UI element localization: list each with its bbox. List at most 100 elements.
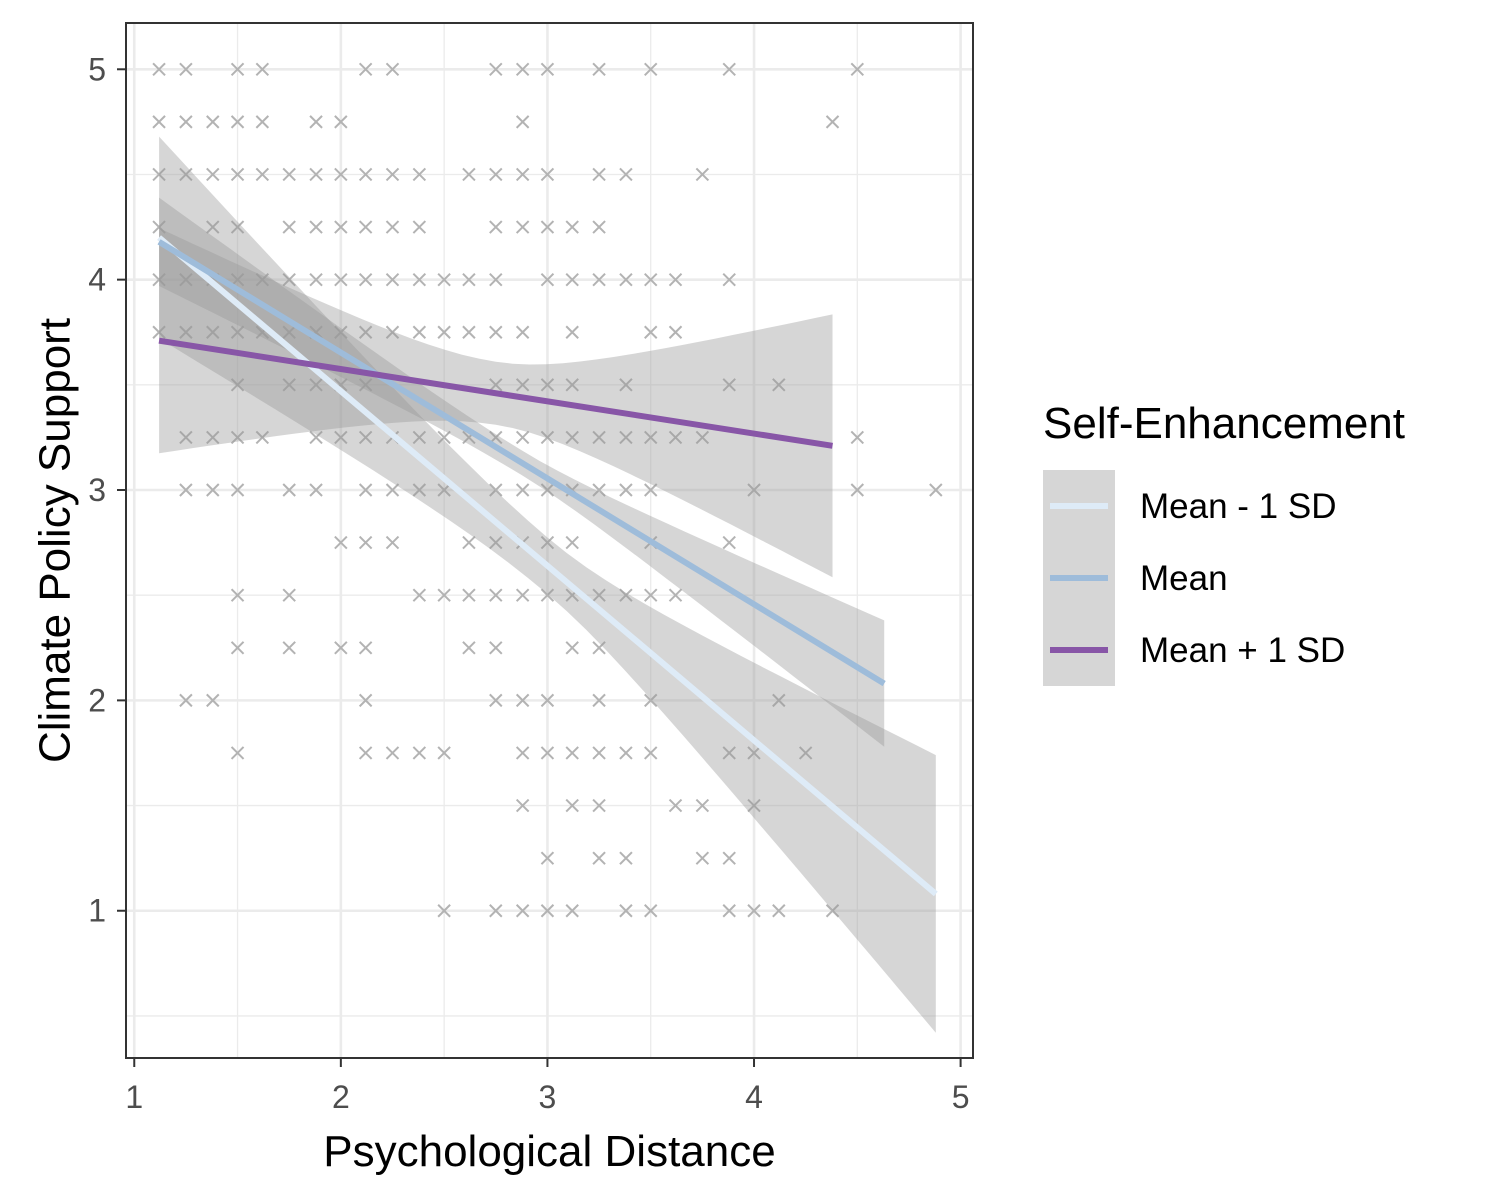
data-point [515, 904, 530, 918]
legend: Self-Enhancement Mean - 1 SD Mean Mean + 1… [1043, 399, 1405, 686]
x-axis-title: Psychological Distance [323, 1127, 775, 1176]
data-point [206, 325, 220, 339]
data-point [515, 62, 530, 76]
data-point [695, 798, 710, 813]
data-point [798, 746, 813, 760]
data-point [644, 588, 658, 602]
data-point [358, 378, 373, 392]
data-point [206, 220, 220, 234]
data-point [206, 430, 220, 445]
data-point [489, 641, 503, 655]
data-point [540, 588, 555, 602]
panel-border [125, 22, 974, 1059]
data-point [255, 430, 270, 445]
data-point [334, 272, 348, 287]
data-point [722, 378, 736, 392]
data-point [747, 904, 761, 918]
grid-major [126, 23, 973, 1058]
data-point [334, 115, 348, 129]
data-point [695, 167, 710, 182]
data-point [722, 746, 736, 760]
data-point [747, 483, 761, 497]
data-point [385, 220, 400, 234]
data-point [152, 220, 166, 234]
data-point [592, 693, 606, 708]
data-point [255, 62, 270, 76]
data-point [515, 378, 530, 392]
data-point [489, 904, 503, 918]
data-point [358, 325, 373, 339]
data-point [825, 115, 840, 129]
data-point [282, 325, 296, 339]
data-point [437, 430, 451, 445]
data-point [309, 483, 323, 497]
data-point [592, 641, 606, 655]
data-point [619, 483, 633, 497]
data-point [489, 272, 503, 287]
data-point [722, 851, 736, 865]
series-line [157, 239, 886, 687]
legend-label: Mean [1140, 559, 1228, 598]
data-point [619, 430, 633, 445]
data-point [462, 641, 476, 655]
ci-ribbon [159, 197, 885, 747]
regression-lines [157, 235, 938, 897]
data-point [358, 746, 373, 760]
data-point [385, 483, 400, 497]
x-tick-label: 2 [332, 1079, 350, 1115]
series-line [157, 235, 938, 897]
data-point [230, 588, 245, 602]
data-point [644, 430, 658, 445]
axis-ticks [117, 68, 962, 1067]
data-point [565, 325, 579, 339]
data-point [230, 746, 245, 760]
data-point [644, 746, 658, 760]
data-point [772, 693, 786, 708]
data-point [565, 378, 579, 392]
data-point [358, 430, 373, 445]
data-point [722, 272, 736, 287]
data-point [592, 851, 606, 865]
data-point [152, 115, 166, 129]
data-point [515, 220, 530, 234]
data-point [772, 904, 786, 918]
data-point [540, 483, 555, 497]
data-point [850, 430, 865, 445]
data-point [540, 62, 555, 76]
data-point [592, 272, 606, 287]
data-point [565, 430, 579, 445]
data-point [334, 325, 348, 339]
legend-label: Mean + 1 SD [1140, 631, 1345, 670]
data-point [668, 430, 683, 445]
data-point [334, 430, 348, 445]
data-point [206, 167, 220, 182]
data-point [334, 167, 348, 182]
data-point [619, 746, 633, 760]
data-point [668, 325, 683, 339]
data-point [230, 62, 245, 76]
data-point [334, 220, 348, 234]
series-line [158, 337, 833, 449]
data-point [850, 483, 865, 497]
data-point [489, 535, 503, 550]
data-point [644, 272, 658, 287]
data-point [230, 430, 245, 445]
data-point [668, 272, 683, 287]
data-point [644, 693, 658, 708]
data-point [695, 851, 710, 865]
data-point [695, 430, 710, 445]
data-point [489, 62, 503, 76]
data-point [437, 483, 451, 497]
data-point [358, 220, 373, 234]
scatter-points [152, 62, 943, 918]
data-point [412, 167, 427, 182]
data-point [489, 220, 503, 234]
data-point [179, 272, 193, 287]
y-axis-title: Climate Policy Support [31, 318, 80, 763]
data-point [462, 588, 476, 602]
data-point [668, 798, 683, 813]
data-point [412, 325, 427, 339]
data-point [644, 325, 658, 339]
data-point [152, 62, 166, 76]
data-point [619, 378, 633, 392]
